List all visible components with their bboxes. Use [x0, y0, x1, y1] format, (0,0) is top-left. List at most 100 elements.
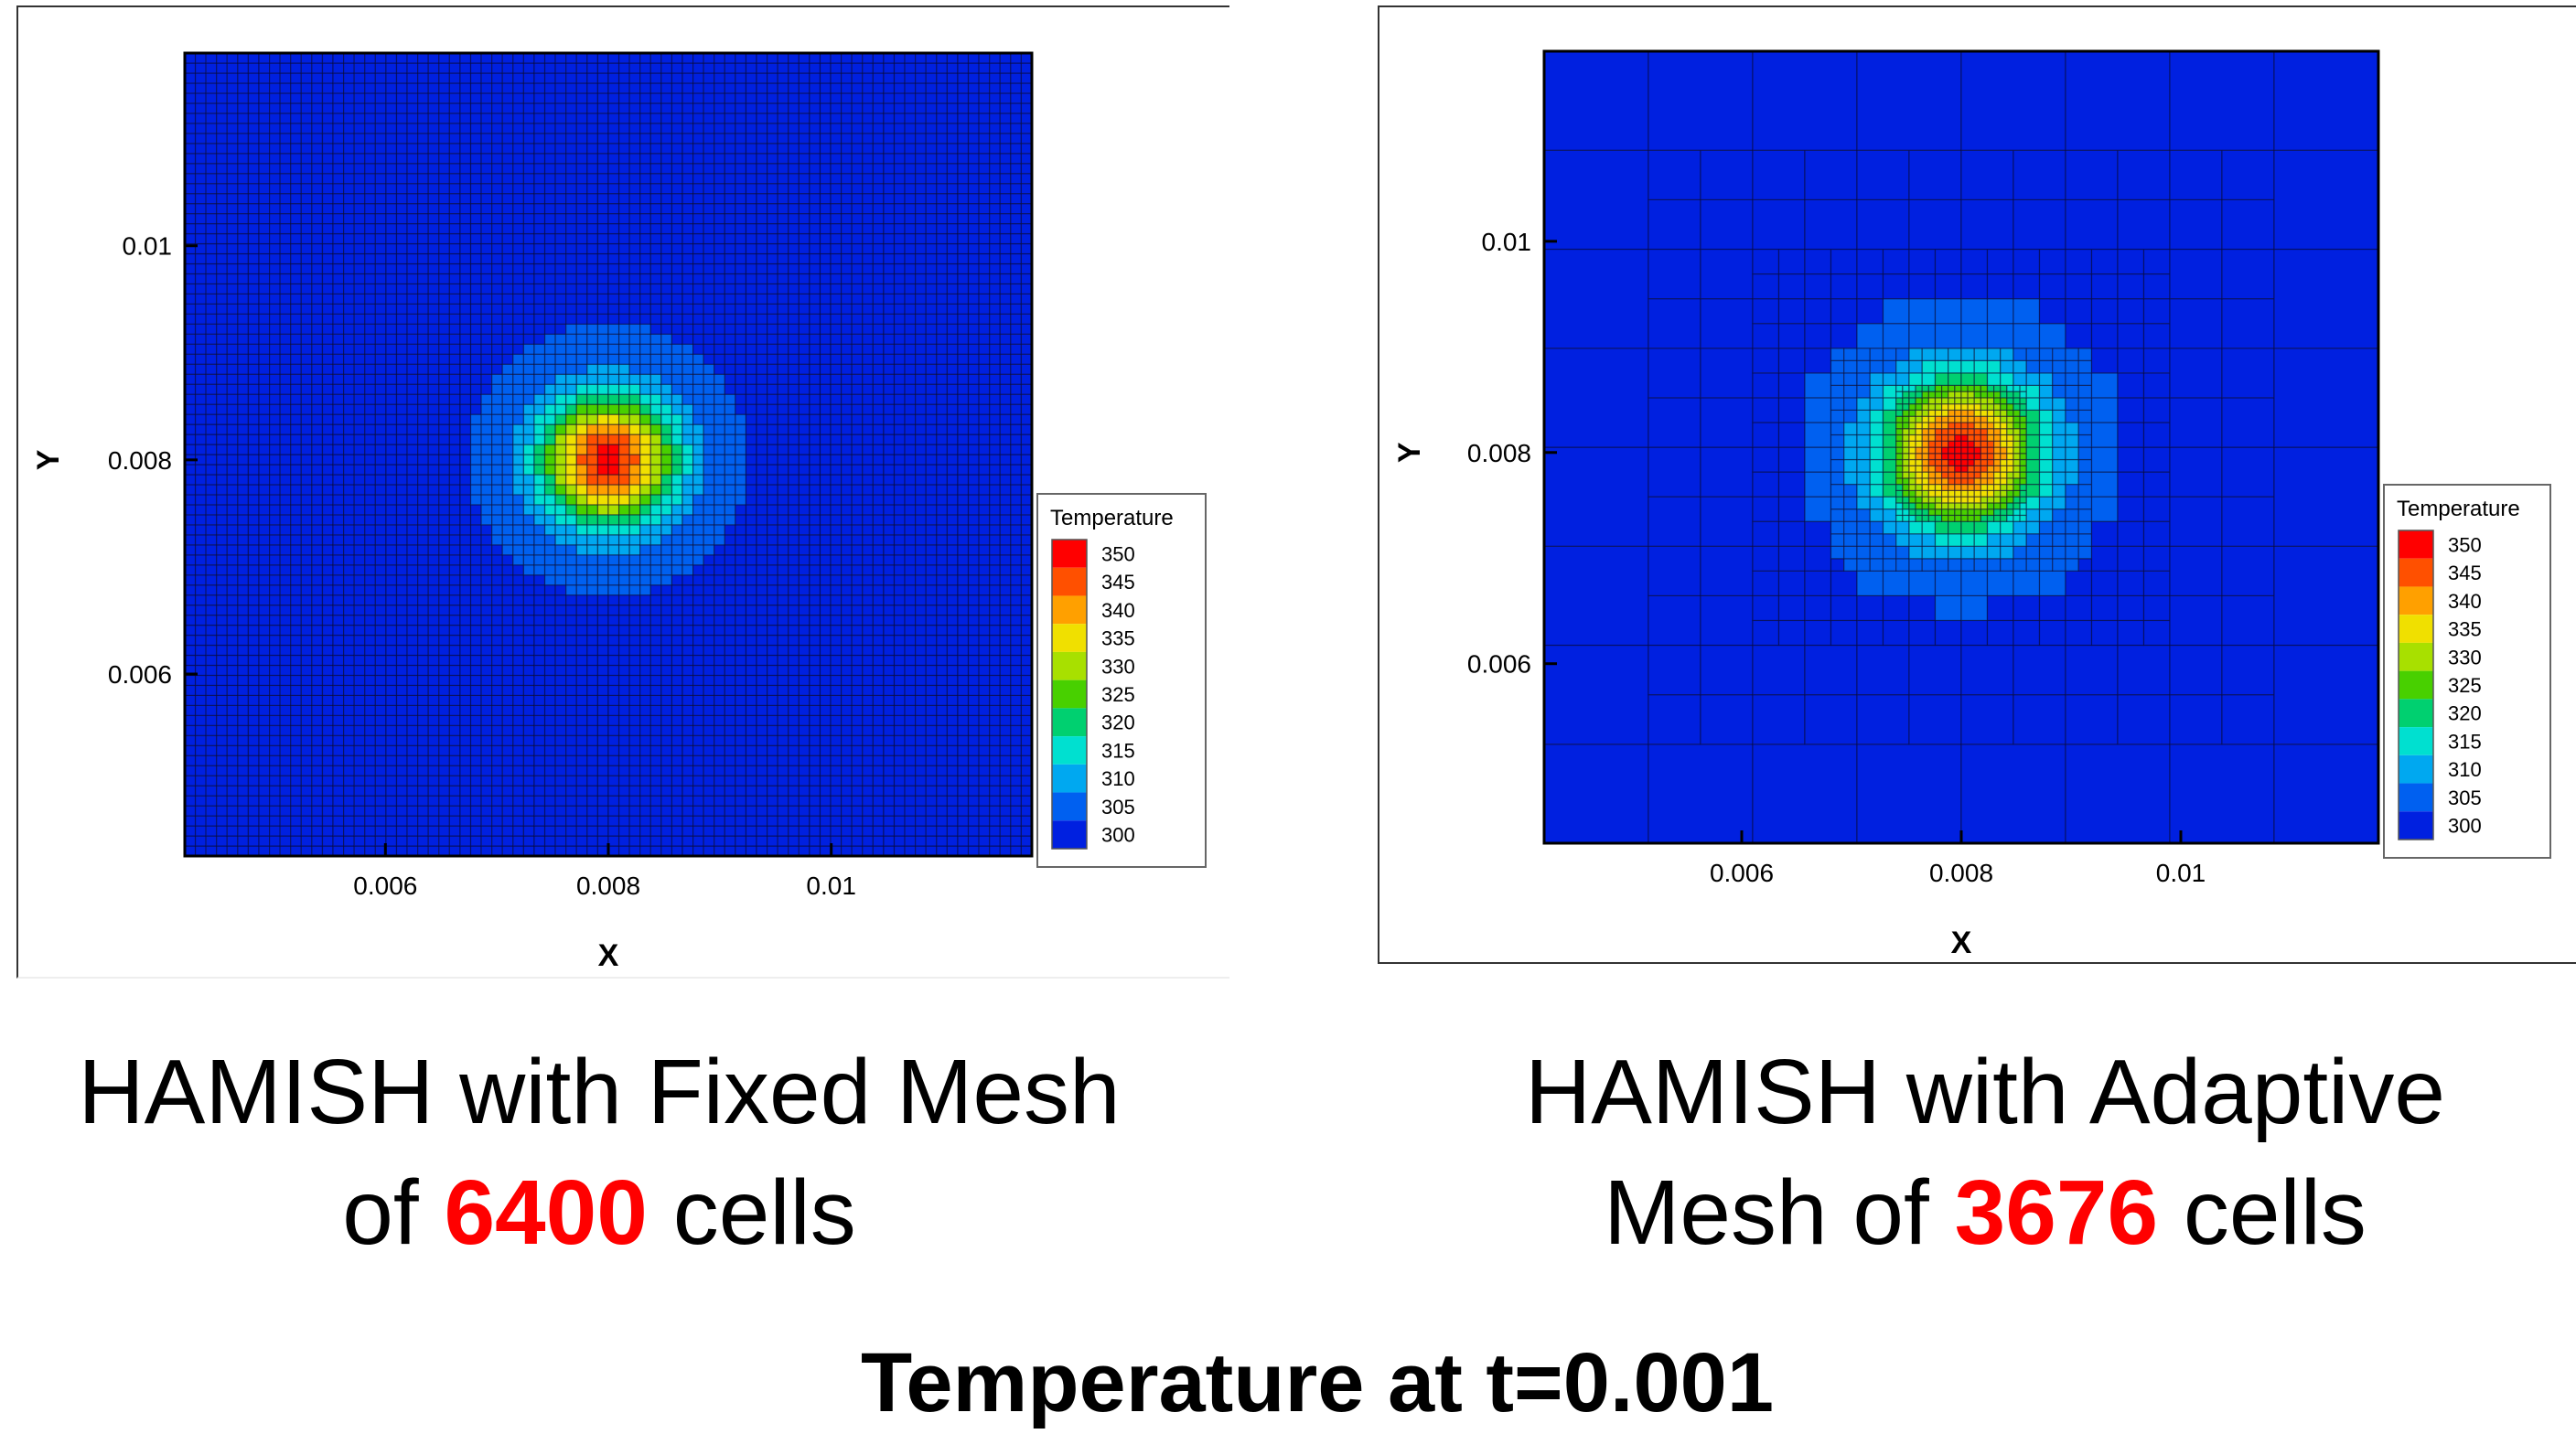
mesh-cell [216, 293, 228, 305]
mesh-cell [247, 92, 260, 104]
mesh-cell [258, 714, 271, 726]
mesh-cell [767, 242, 778, 255]
mesh-cell [682, 734, 694, 746]
mesh-cell [565, 203, 577, 215]
mesh-cell [406, 845, 419, 857]
mesh-cell [205, 694, 218, 706]
mesh-cell [682, 363, 694, 375]
mesh-cell [205, 323, 218, 335]
mesh-cell [448, 614, 461, 626]
mesh-cell [321, 634, 334, 647]
mesh-cell [533, 383, 546, 395]
mesh-cell [777, 474, 789, 486]
mesh-cell [767, 524, 778, 536]
mesh-cell [427, 644, 440, 657]
mesh-cell [332, 694, 345, 706]
mesh-cell [798, 102, 810, 114]
mesh-cell [258, 614, 271, 626]
fixed-mesh-chart: 0.006 0.008 0.010.010.0080.006XYTemperatur… [31, 51, 1207, 973]
mesh-cell [290, 674, 302, 687]
mesh-cell [703, 765, 715, 776]
mesh-cell [417, 363, 429, 375]
mesh-cell [448, 734, 461, 746]
mesh-cell [819, 684, 832, 696]
mesh-cell [374, 183, 387, 195]
mesh-cell [639, 574, 651, 586]
mesh-cell [385, 262, 398, 275]
mesh-cell [216, 213, 228, 225]
mesh-cell [184, 123, 197, 134]
mesh-cell [469, 313, 482, 325]
mesh-cell [469, 594, 482, 606]
mesh-cell [617, 313, 630, 325]
mesh-cell [406, 423, 419, 435]
mesh-cell [607, 413, 620, 425]
mesh-cell [649, 524, 662, 536]
mesh-cell [448, 704, 461, 716]
mesh-cell [374, 303, 387, 315]
mesh-cell [395, 694, 408, 706]
mesh-cell [586, 183, 599, 195]
mesh-cell [216, 454, 228, 466]
mesh-cell [205, 153, 218, 165]
mesh-cell [830, 534, 843, 546]
mesh-cell [830, 393, 843, 405]
mesh-cell [756, 373, 768, 385]
mesh-cell [417, 494, 429, 506]
mesh-cell [290, 353, 302, 365]
mesh-cell [480, 403, 493, 415]
mesh-cell [533, 514, 546, 526]
mesh-cell [427, 323, 440, 335]
mesh-cell [682, 805, 694, 817]
mesh-cell [543, 333, 556, 345]
mesh-cell [269, 112, 281, 124]
mesh-cell [596, 413, 609, 425]
mesh-cell [216, 203, 228, 215]
mesh-cell [777, 765, 789, 776]
mesh-cell [777, 605, 789, 616]
mesh-cell [194, 353, 207, 365]
mesh-cell [343, 173, 355, 185]
mesh-cell [194, 383, 207, 395]
mesh-cell [332, 474, 345, 486]
mesh-cell [216, 554, 228, 566]
mesh-cell [565, 383, 577, 395]
mesh-cell [682, 183, 694, 195]
mesh-cell [279, 62, 292, 74]
mesh-cell [554, 313, 567, 325]
mesh-cell [300, 363, 313, 375]
mesh-cell [332, 262, 345, 275]
mesh-cell [480, 754, 493, 766]
mesh-cell [448, 624, 461, 637]
mesh-cell [448, 383, 461, 395]
mesh-cell [417, 724, 429, 736]
mesh-cell [628, 72, 641, 84]
mesh-cell [427, 564, 440, 576]
mesh-cell [501, 343, 514, 355]
mesh-cell [830, 193, 843, 205]
mesh-cell [617, 173, 630, 185]
mesh-cell [332, 785, 345, 797]
mesh-cell [311, 413, 324, 425]
mesh-cell [724, 193, 736, 205]
mesh-cell [480, 143, 493, 155]
mesh-cell [617, 664, 630, 677]
mesh-cell [469, 564, 482, 576]
mesh-cell [184, 273, 197, 285]
mesh-cell [554, 242, 567, 255]
mesh-cell [247, 163, 260, 175]
mesh-cell [575, 724, 588, 736]
mesh-cell [364, 464, 376, 476]
mesh-cell [406, 213, 419, 225]
mesh-cell [554, 102, 567, 114]
mesh-cell [660, 303, 673, 315]
mesh-cell [269, 704, 281, 716]
mesh-cell [226, 624, 239, 637]
mesh-cell [788, 634, 800, 647]
mesh-cell [374, 785, 387, 797]
mesh-cell [724, 143, 736, 155]
mesh-cell [321, 303, 334, 315]
mesh-cell [332, 363, 345, 375]
mesh-cell [617, 363, 630, 375]
mesh-cell [237, 163, 250, 175]
